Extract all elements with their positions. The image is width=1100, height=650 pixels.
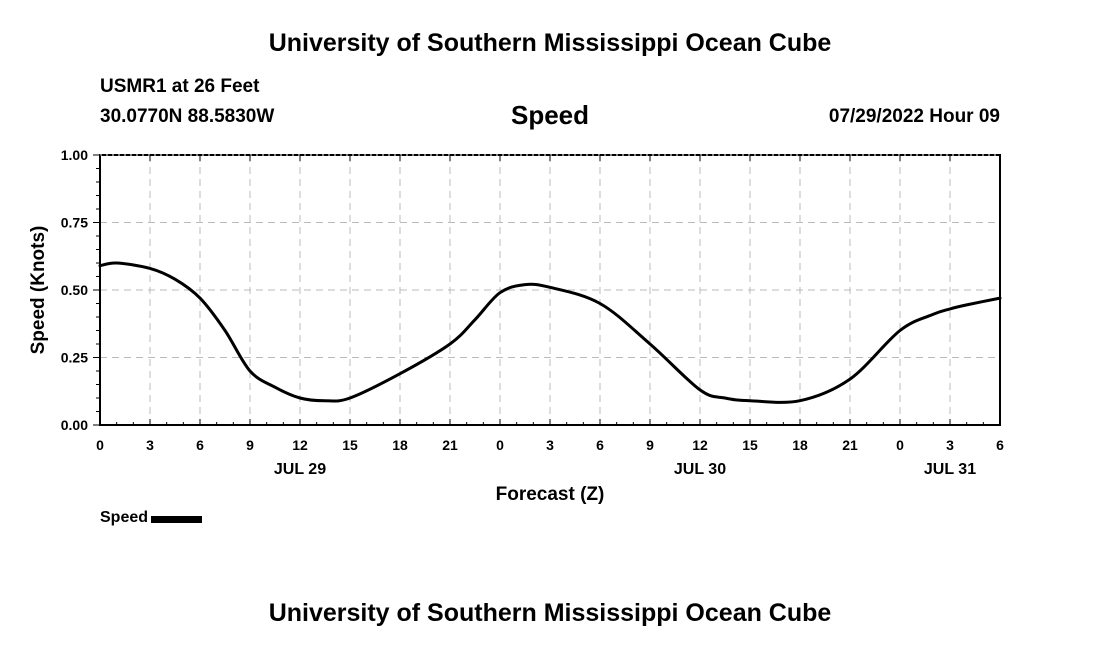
station-label: USMR1 at 26 Feet: [100, 76, 260, 97]
legend-line-swatch: [151, 516, 203, 523]
y-tick-label: 1.00: [61, 147, 88, 163]
x-axis-label: Forecast (Z): [496, 484, 605, 505]
footer-title: University of Southern Mississippi Ocean…: [268, 599, 832, 627]
tick-labels: 0 3 6 9 12 15 18 21 0 3 6 9 12 15 18 21 0 3 6 0.00 0.25 0.50 0…: [61, 147, 1004, 478]
y-tick-label: 0.25: [61, 350, 88, 366]
speed-series-line: [98, 261, 1002, 404]
x-tick-label: 15: [342, 437, 358, 453]
report-title: University of Southern Mississippi Ocean…: [268, 29, 832, 57]
x-tick-label: 18: [392, 437, 408, 453]
x-tick-label: 0: [896, 437, 904, 453]
x-tick-label: 15: [742, 437, 758, 453]
date-label: JUL 29: [274, 461, 326, 478]
chart-title: Speed: [510, 100, 590, 130]
x-tick-label: 6: [196, 437, 204, 453]
y-axis-label: Speed (Knots): [28, 226, 49, 355]
x-tick-label: 18: [792, 437, 808, 453]
x-tick-label: 0: [96, 437, 104, 453]
date-label: JUL 31: [924, 461, 976, 478]
x-tick-label: 0: [496, 437, 504, 453]
y-tick-label: 0.00: [61, 417, 88, 433]
x-tick-label: 3: [546, 437, 554, 453]
x-tick-label: 6: [596, 437, 604, 453]
x-tick-label: 9: [246, 437, 254, 453]
x-tick-label: 9: [646, 437, 654, 453]
x-tick-label: 21: [442, 437, 458, 453]
x-tick-label: 3: [146, 437, 154, 453]
y-tick-label: 0.75: [61, 215, 88, 231]
x-tick-label: 6: [996, 437, 1004, 453]
forecast-datetime: 07/29/2022 Hour 09: [828, 106, 1000, 127]
axis-ticks: [93, 154, 1001, 426]
station-coordinates: 30.0770N 88.5830W: [100, 106, 275, 127]
x-tick-label: 21: [842, 437, 858, 453]
legend-label: Speed: [100, 509, 149, 526]
legend: Speed: [100, 509, 203, 527]
x-tick-label: 12: [292, 437, 308, 453]
y-tick-label: 0.50: [61, 282, 88, 298]
x-tick-label: 12: [692, 437, 708, 453]
date-label: JUL 30: [674, 461, 726, 478]
grid: [100, 155, 1000, 425]
x-tick-label: 3: [946, 437, 954, 453]
